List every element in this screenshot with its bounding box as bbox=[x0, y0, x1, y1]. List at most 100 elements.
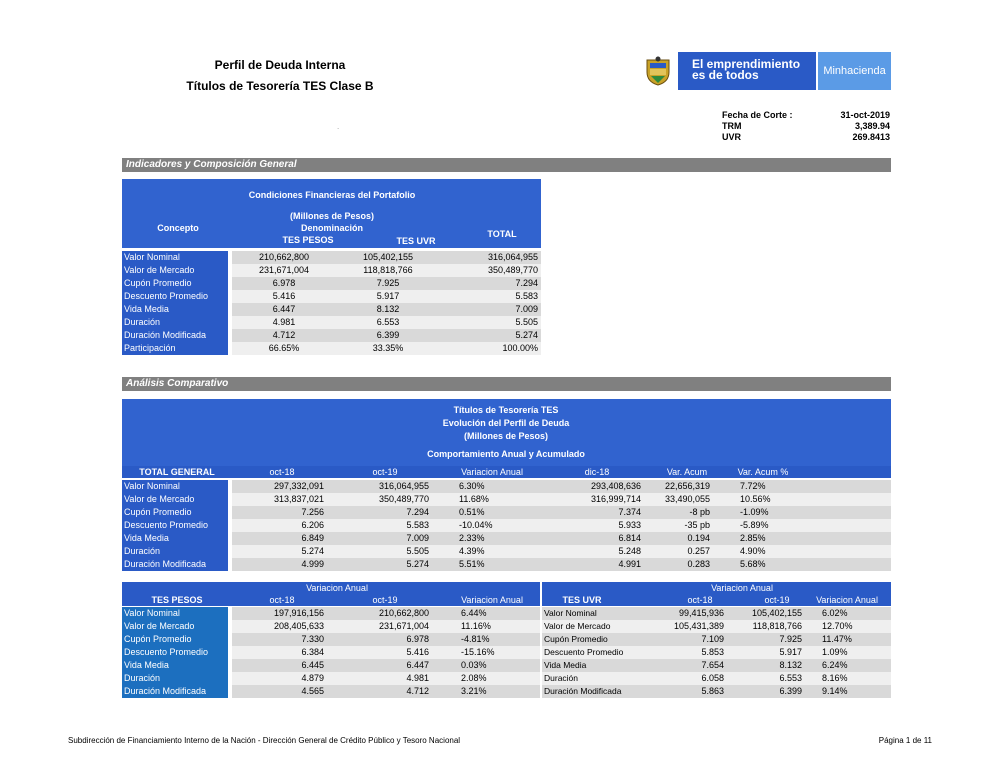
cell-uvr: 5.917 bbox=[336, 290, 440, 303]
cell-var-acum-pct: 5.68% bbox=[724, 558, 891, 571]
cell-variacion: 6.02% bbox=[810, 607, 891, 620]
cell-var-acum: 0.194 bbox=[649, 532, 724, 545]
row-label: Vida Media bbox=[122, 532, 228, 545]
cell-oct-19: 8.132 bbox=[730, 659, 810, 672]
pesos-row: Duración 4.879 4.981 2.08% bbox=[122, 672, 540, 685]
cell-oct-18: 4.879 bbox=[232, 672, 336, 685]
row-label: Cupón Promedio bbox=[122, 633, 228, 646]
row-label: Descuento Promedio bbox=[122, 646, 228, 659]
cell-variacion: 11.47% bbox=[810, 633, 891, 646]
pesos-col-oct-18: oct-18 bbox=[269, 595, 295, 605]
cell-dic-18: 7.374 bbox=[541, 506, 649, 519]
cell-var-acum-pct: -5.89% bbox=[724, 519, 891, 532]
pesos-col-oct-19: oct-19 bbox=[372, 595, 398, 605]
section-bar-analisis: Análisis Comparativo bbox=[122, 377, 891, 391]
cell-pesos: 6.447 bbox=[232, 303, 336, 316]
cell-oct-18: 313,837,021 bbox=[232, 493, 336, 506]
cell-oct-19: 7.925 bbox=[730, 633, 810, 646]
comparative-header-units: (Millones de Pesos) bbox=[463, 431, 549, 441]
row-label: Cupón Promedio bbox=[122, 277, 228, 290]
cell-pesos: 5.416 bbox=[232, 290, 336, 303]
portfolio-header-units: (Millones de Pesos) bbox=[289, 211, 375, 221]
cell-variacion: 2.33% bbox=[441, 532, 541, 545]
cell-oct-19: 316,064,955 bbox=[336, 480, 441, 493]
cell-var-acum: 0.257 bbox=[649, 545, 724, 558]
col-var-acum-pct: Var. Acum % bbox=[737, 467, 789, 477]
cell-variacion: -4.81% bbox=[441, 633, 540, 646]
row-label: Valor Nominal bbox=[122, 251, 228, 264]
cell-oct-18: 7.330 bbox=[232, 633, 336, 646]
pesos-col-label: TES PESOS bbox=[151, 595, 203, 605]
cell-oct-19: 231,671,004 bbox=[336, 620, 441, 633]
cell-oct-19: 6.399 bbox=[730, 685, 810, 698]
document-subtitle: Títulos de Tesorería TES Clase B bbox=[186, 79, 374, 93]
cell-pesos: 4.712 bbox=[232, 329, 336, 342]
cell-uvr: 6.399 bbox=[336, 329, 440, 342]
cell-dic-18: 316,999,714 bbox=[541, 493, 649, 506]
comparative-row: Vida Media 6.849 7.009 2.33% 6.814 0.194 2.85% bbox=[122, 532, 891, 545]
comparative-header-title: Títulos de Tesorería TES bbox=[453, 405, 559, 415]
cell-total: 350,489,770 bbox=[440, 264, 541, 277]
row-label: Valor Nominal bbox=[542, 607, 650, 620]
col-oct-19: oct-19 bbox=[372, 467, 398, 477]
cell-oct-19: 118,818,766 bbox=[730, 620, 810, 633]
pesos-row: Vida Media 6.445 6.447 0.03% bbox=[122, 659, 540, 672]
cell-total: 100.00% bbox=[440, 342, 541, 355]
cell-var-acum: -35 pb bbox=[649, 519, 724, 532]
uvr-row: Duración Modificada 5.863 6.399 9.14% bbox=[542, 685, 891, 698]
meta-value: 269.8413 bbox=[852, 132, 890, 142]
row-label: Valor de Mercado bbox=[122, 620, 228, 633]
portfolio-row: Valor de Mercado 231,671,004 118,818,766 35… bbox=[122, 264, 541, 277]
meta-row: Fecha de Corte : 31-oct-2019 bbox=[722, 110, 890, 121]
uvr-col-label: TES UVR bbox=[562, 595, 602, 605]
pesos-row: Valor de Mercado 208,405,633 231,671,004 11… bbox=[122, 620, 540, 633]
row-label: Vida Media bbox=[122, 659, 228, 672]
cell-pesos: 4.981 bbox=[232, 316, 336, 329]
uvr-row: Descuento Promedio 5.853 5.917 1.09% bbox=[542, 646, 891, 659]
cell-variacion: 9.14% bbox=[810, 685, 891, 698]
cell-var-acum-pct: 2.85% bbox=[724, 532, 891, 545]
row-label: Duración bbox=[122, 672, 228, 685]
comparative-header-behavior: Comportamiento Anual y Acumulado bbox=[427, 449, 585, 459]
cell-var-acum: -8 pb bbox=[649, 506, 724, 519]
cell-oct-19: 6.553 bbox=[730, 672, 810, 685]
portfolio-row: Duración 4.981 6.553 5.505 bbox=[122, 316, 541, 329]
row-label: Cupón Promedio bbox=[542, 633, 650, 646]
cell-oct-19: 210,662,800 bbox=[336, 607, 441, 620]
cell-total: 316,064,955 bbox=[440, 251, 541, 264]
section-bar-indicadores: Indicadores y Composición General bbox=[122, 158, 891, 172]
cell-uvr: 105,402,155 bbox=[336, 251, 440, 264]
cell-total: 5.505 bbox=[440, 316, 541, 329]
cell-pesos: 231,671,004 bbox=[232, 264, 336, 277]
col-tes-pesos: TES PESOS bbox=[282, 235, 334, 245]
cell-oct-18: 5.274 bbox=[232, 545, 336, 558]
cell-oct-19: 7.009 bbox=[336, 532, 441, 545]
col-total: TOTAL bbox=[487, 229, 517, 239]
cell-oct-18: 5.853 bbox=[650, 646, 730, 659]
cell-var-acum-pct: 4.90% bbox=[724, 545, 891, 558]
cell-var-acum-pct: -1.09% bbox=[724, 506, 891, 519]
logo-text-line1: El emprendimiento bbox=[692, 57, 801, 71]
cell-oct-19: 4.981 bbox=[336, 672, 441, 685]
cell-variacion: -10.04% bbox=[441, 519, 541, 532]
row-label: Vida Media bbox=[122, 303, 228, 316]
meta-info: Fecha de Corte : 31-oct-2019 TRM 3,389.9… bbox=[722, 110, 890, 143]
cell-oct-18: 105,431,389 bbox=[650, 620, 730, 633]
cell-oct-18: 208,405,633 bbox=[232, 620, 336, 633]
pesos-row: Descuento Promedio 6.384 5.416 -15.16% bbox=[122, 646, 540, 659]
comparative-row: Duración 5.274 5.505 4.39% 5.248 0.257 4.90% bbox=[122, 545, 891, 558]
row-label: Duración bbox=[542, 672, 650, 685]
cell-variacion: 0.03% bbox=[441, 659, 540, 672]
cell-var-acum: 22,656,319 bbox=[649, 480, 724, 493]
row-label: Duración Modificada bbox=[122, 685, 228, 698]
portfolio-row: Descuento Promedio 5.416 5.917 5.583 bbox=[122, 290, 541, 303]
page-number: Página 1 de 11 bbox=[878, 736, 932, 745]
row-label: Descuento Promedio bbox=[122, 519, 228, 532]
cell-total: 7.009 bbox=[440, 303, 541, 316]
col-concepto: Concepto bbox=[157, 223, 199, 233]
cell-variacion: -15.16% bbox=[441, 646, 540, 659]
cell-var-acum-pct: 7.72% bbox=[724, 480, 891, 493]
uvr-row: Vida Media 7.654 8.132 6.24% bbox=[542, 659, 891, 672]
coat-of-arms-icon bbox=[643, 56, 673, 86]
cell-total: 5.583 bbox=[440, 290, 541, 303]
